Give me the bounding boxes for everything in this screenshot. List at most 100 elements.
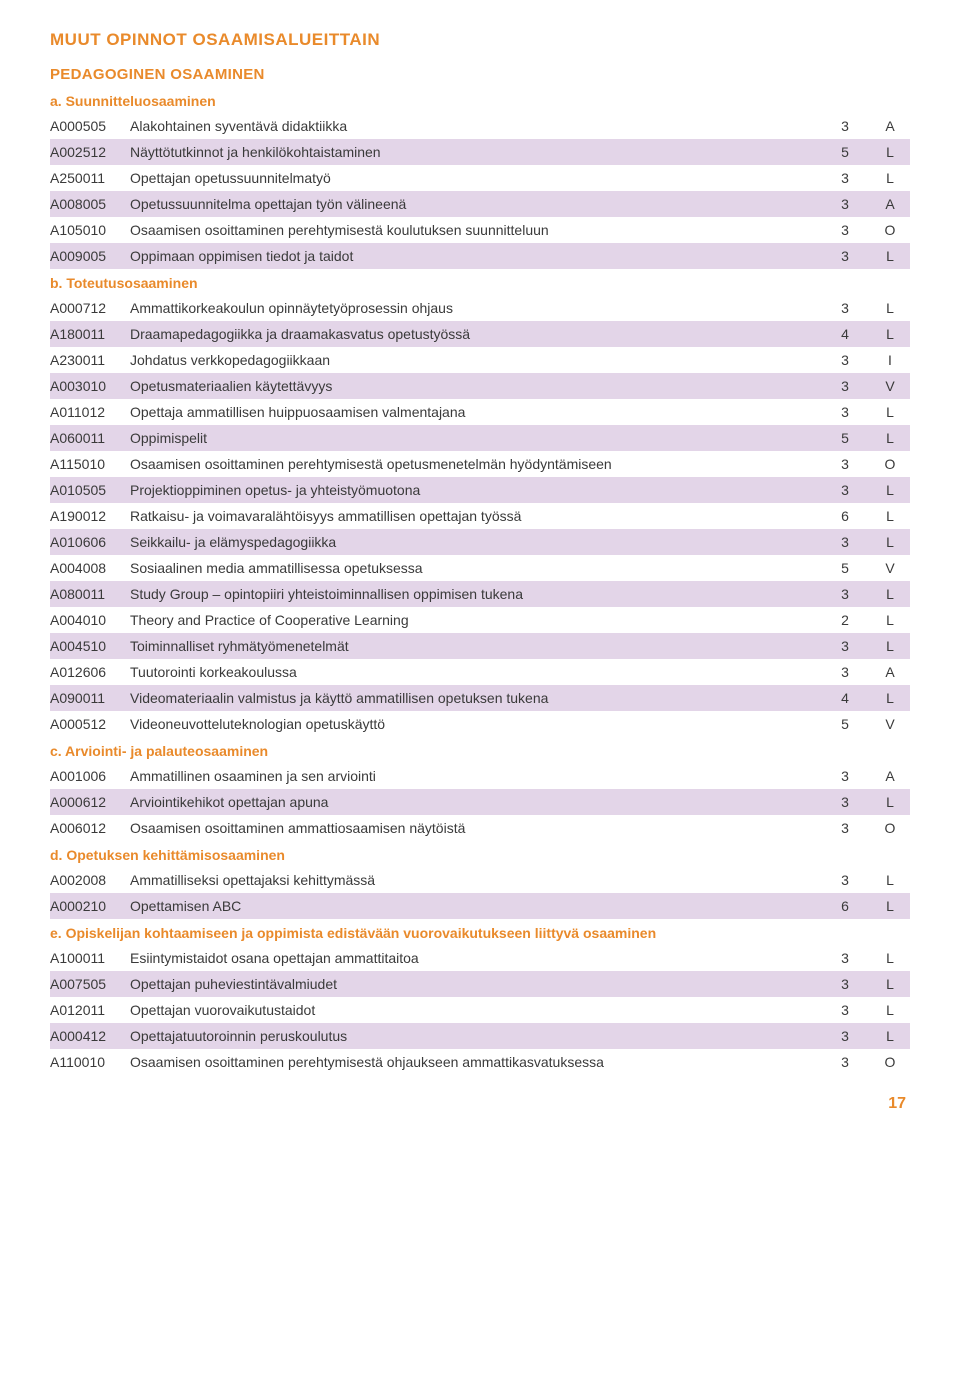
course-table: A000505Alakohtainen syventävä didaktiikk… bbox=[50, 113, 910, 269]
course-credits: 3 bbox=[820, 1023, 870, 1049]
course-tag: L bbox=[870, 321, 910, 347]
table-row: A180011Draamapedagogiikka ja draamakasva… bbox=[50, 321, 910, 347]
table-row: A012011Opettajan vuorovaikutustaidot3L bbox=[50, 997, 910, 1023]
table-row: A010606Seikkailu- ja elämyspedagogiikka3… bbox=[50, 529, 910, 555]
course-tag: L bbox=[870, 1023, 910, 1049]
course-tag: L bbox=[870, 893, 910, 919]
course-code: A060011 bbox=[50, 425, 130, 451]
table-row: A012606Tuutorointi korkeakoulussa3A bbox=[50, 659, 910, 685]
course-desc: Ammatillinen osaaminen ja sen arviointi bbox=[130, 763, 820, 789]
course-credits: 3 bbox=[820, 763, 870, 789]
course-desc: Videoneuvotteluteknologian opetuskäyttö bbox=[130, 711, 820, 737]
course-code: A012606 bbox=[50, 659, 130, 685]
course-desc: Osaamisen osoittaminen ammattiosaamisen … bbox=[130, 815, 820, 841]
table-row: A080011Study Group – opintopiiri yhteist… bbox=[50, 581, 910, 607]
course-credits: 5 bbox=[820, 555, 870, 581]
course-code: A003010 bbox=[50, 373, 130, 399]
course-tag: L bbox=[870, 529, 910, 555]
table-row: A009005Oppimaan oppimisen tiedot ja taid… bbox=[50, 243, 910, 269]
table-row: A010505Projektioppiminen opetus- ja yhte… bbox=[50, 477, 910, 503]
table-row: A006012Osaamisen osoittaminen ammattiosa… bbox=[50, 815, 910, 841]
course-credits: 5 bbox=[820, 139, 870, 165]
course-credits: 2 bbox=[820, 607, 870, 633]
course-tag: A bbox=[870, 191, 910, 217]
course-desc: Opetussuunnitelma opettajan työn välinee… bbox=[130, 191, 820, 217]
course-tag: A bbox=[870, 659, 910, 685]
course-credits: 4 bbox=[820, 685, 870, 711]
course-credits: 3 bbox=[820, 217, 870, 243]
course-code: A000412 bbox=[50, 1023, 130, 1049]
course-desc: Oppimispelit bbox=[130, 425, 820, 451]
course-table: A001006Ammatillinen osaaminen ja sen arv… bbox=[50, 763, 910, 841]
section-heading: e. Opiskelijan kohtaamiseen ja oppimista… bbox=[50, 925, 910, 941]
course-desc: Alakohtainen syventävä didaktiikka bbox=[130, 113, 820, 139]
course-credits: 3 bbox=[820, 997, 870, 1023]
course-credits: 3 bbox=[820, 347, 870, 373]
course-code: A002008 bbox=[50, 867, 130, 893]
table-row: A105010Osaamisen osoittaminen perehtymis… bbox=[50, 217, 910, 243]
course-code: A000612 bbox=[50, 789, 130, 815]
course-code: A230011 bbox=[50, 347, 130, 373]
table-row: A250011Opettajan opetussuunnitelmatyö3L bbox=[50, 165, 910, 191]
course-code: A008005 bbox=[50, 191, 130, 217]
table-row: A000412Opettajatuutoroinnin peruskoulutu… bbox=[50, 1023, 910, 1049]
course-tag: V bbox=[870, 555, 910, 581]
course-desc: Videomateriaalin valmistus ja käyttö amm… bbox=[130, 685, 820, 711]
course-credits: 3 bbox=[820, 165, 870, 191]
table-row: A001006Ammatillinen osaaminen ja sen arv… bbox=[50, 763, 910, 789]
course-code: A012011 bbox=[50, 997, 130, 1023]
course-tag: L bbox=[870, 425, 910, 451]
sub-title: PEDAGOGINEN OSAAMINEN bbox=[50, 66, 910, 83]
course-tag: L bbox=[870, 399, 910, 425]
course-tag: L bbox=[870, 867, 910, 893]
course-desc: Opettamisen ABC bbox=[130, 893, 820, 919]
section-heading: c. Arviointi- ja palauteosaaminen bbox=[50, 743, 910, 759]
course-desc: Ammatilliseksi opettajaksi kehittymässä bbox=[130, 867, 820, 893]
table-row: A190012Ratkaisu- ja voimavaralähtöisyys … bbox=[50, 503, 910, 529]
page-number: 17 bbox=[50, 1095, 910, 1113]
course-tag: V bbox=[870, 711, 910, 737]
course-desc: Opettajatuutoroinnin peruskoulutus bbox=[130, 1023, 820, 1049]
course-tag: O bbox=[870, 1049, 910, 1075]
course-credits: 3 bbox=[820, 373, 870, 399]
table-row: A003010Opetusmateriaalien käytettävyys3V bbox=[50, 373, 910, 399]
table-row: A000210Opettamisen ABC6L bbox=[50, 893, 910, 919]
course-tag: L bbox=[870, 581, 910, 607]
course-credits: 3 bbox=[820, 1049, 870, 1075]
course-desc: Toiminnalliset ryhmätyömenetelmät bbox=[130, 633, 820, 659]
course-tag: L bbox=[870, 633, 910, 659]
course-code: A004010 bbox=[50, 607, 130, 633]
course-credits: 3 bbox=[820, 113, 870, 139]
table-row: A000712Ammattikorkeakoulun opinnäytetyöp… bbox=[50, 295, 910, 321]
table-row: A004510Toiminnalliset ryhmätyömenetelmät… bbox=[50, 633, 910, 659]
course-table: A100011Esiintymistaidot osana opettajan … bbox=[50, 945, 910, 1075]
course-tag: L bbox=[870, 477, 910, 503]
course-code: A009005 bbox=[50, 243, 130, 269]
course-tag: L bbox=[870, 607, 910, 633]
course-listing: a. Suunnitteluosaaminen A000505Alakohtain… bbox=[50, 93, 910, 1075]
section-heading: a. Suunnitteluosaaminen bbox=[50, 93, 910, 109]
course-credits: 3 bbox=[820, 971, 870, 997]
course-tag: V bbox=[870, 373, 910, 399]
course-code: A004510 bbox=[50, 633, 130, 659]
course-tag: L bbox=[870, 295, 910, 321]
course-tag: L bbox=[870, 503, 910, 529]
course-credits: 3 bbox=[820, 399, 870, 425]
course-tag: L bbox=[870, 789, 910, 815]
course-code: A250011 bbox=[50, 165, 130, 191]
course-code: A100011 bbox=[50, 945, 130, 971]
course-desc: Opettajan vuorovaikutustaidot bbox=[130, 997, 820, 1023]
course-desc: Seikkailu- ja elämyspedagogiikka bbox=[130, 529, 820, 555]
course-desc: Opettajan opetussuunnitelmatyö bbox=[130, 165, 820, 191]
course-code: A115010 bbox=[50, 451, 130, 477]
section-heading: d. Opetuksen kehittämisosaaminen bbox=[50, 847, 910, 863]
course-tag: O bbox=[870, 217, 910, 243]
table-row: A000512Videoneuvotteluteknologian opetus… bbox=[50, 711, 910, 737]
course-tag: A bbox=[870, 763, 910, 789]
course-desc: Opettaja ammatillisen huippuosaamisen va… bbox=[130, 399, 820, 425]
course-code: A000512 bbox=[50, 711, 130, 737]
course-code: A001006 bbox=[50, 763, 130, 789]
course-desc: Projektioppiminen opetus- ja yhteistyömu… bbox=[130, 477, 820, 503]
course-credits: 5 bbox=[820, 711, 870, 737]
course-code: A010505 bbox=[50, 477, 130, 503]
